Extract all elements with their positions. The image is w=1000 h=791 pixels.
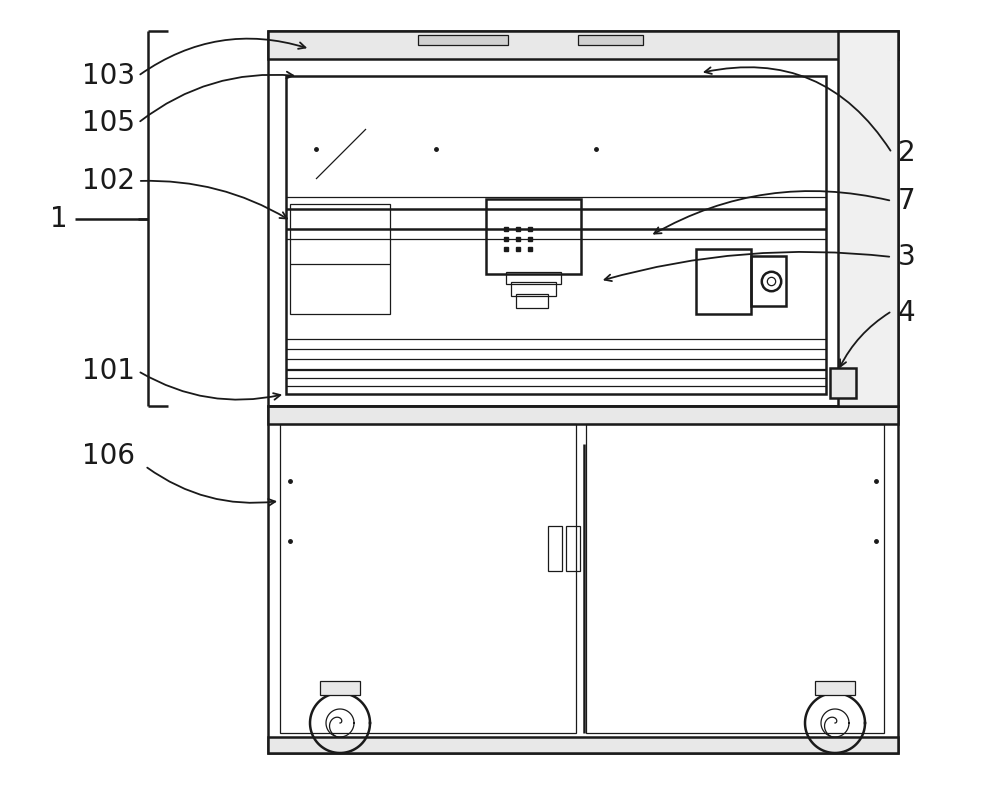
Bar — [268, 737, 898, 753]
Bar — [815, 681, 855, 695]
Text: 2: 2 — [898, 139, 916, 167]
Text: 101: 101 — [82, 357, 135, 385]
Bar — [290, 204, 390, 314]
Text: 1: 1 — [50, 205, 68, 233]
Bar — [548, 526, 562, 571]
Bar — [268, 406, 898, 753]
Bar — [830, 368, 856, 398]
Bar — [486, 199, 581, 274]
Bar — [268, 31, 898, 406]
Bar — [751, 256, 786, 306]
Bar — [320, 681, 360, 695]
Bar — [838, 31, 898, 406]
Text: 103: 103 — [82, 62, 135, 90]
Bar — [280, 424, 576, 733]
Bar — [268, 406, 898, 424]
Bar — [566, 526, 580, 571]
Bar — [578, 35, 643, 45]
Bar — [516, 294, 548, 308]
Bar — [268, 31, 898, 59]
Text: 7: 7 — [898, 187, 916, 215]
Text: 4: 4 — [898, 299, 916, 327]
Text: 3: 3 — [898, 243, 916, 271]
Bar — [696, 249, 751, 314]
Bar — [286, 76, 826, 394]
Text: 105: 105 — [82, 109, 135, 137]
Text: 102: 102 — [82, 167, 135, 195]
Bar — [418, 35, 508, 45]
Bar — [506, 272, 561, 284]
Text: 106: 106 — [82, 442, 135, 470]
Bar — [586, 424, 884, 733]
Bar — [511, 282, 556, 296]
